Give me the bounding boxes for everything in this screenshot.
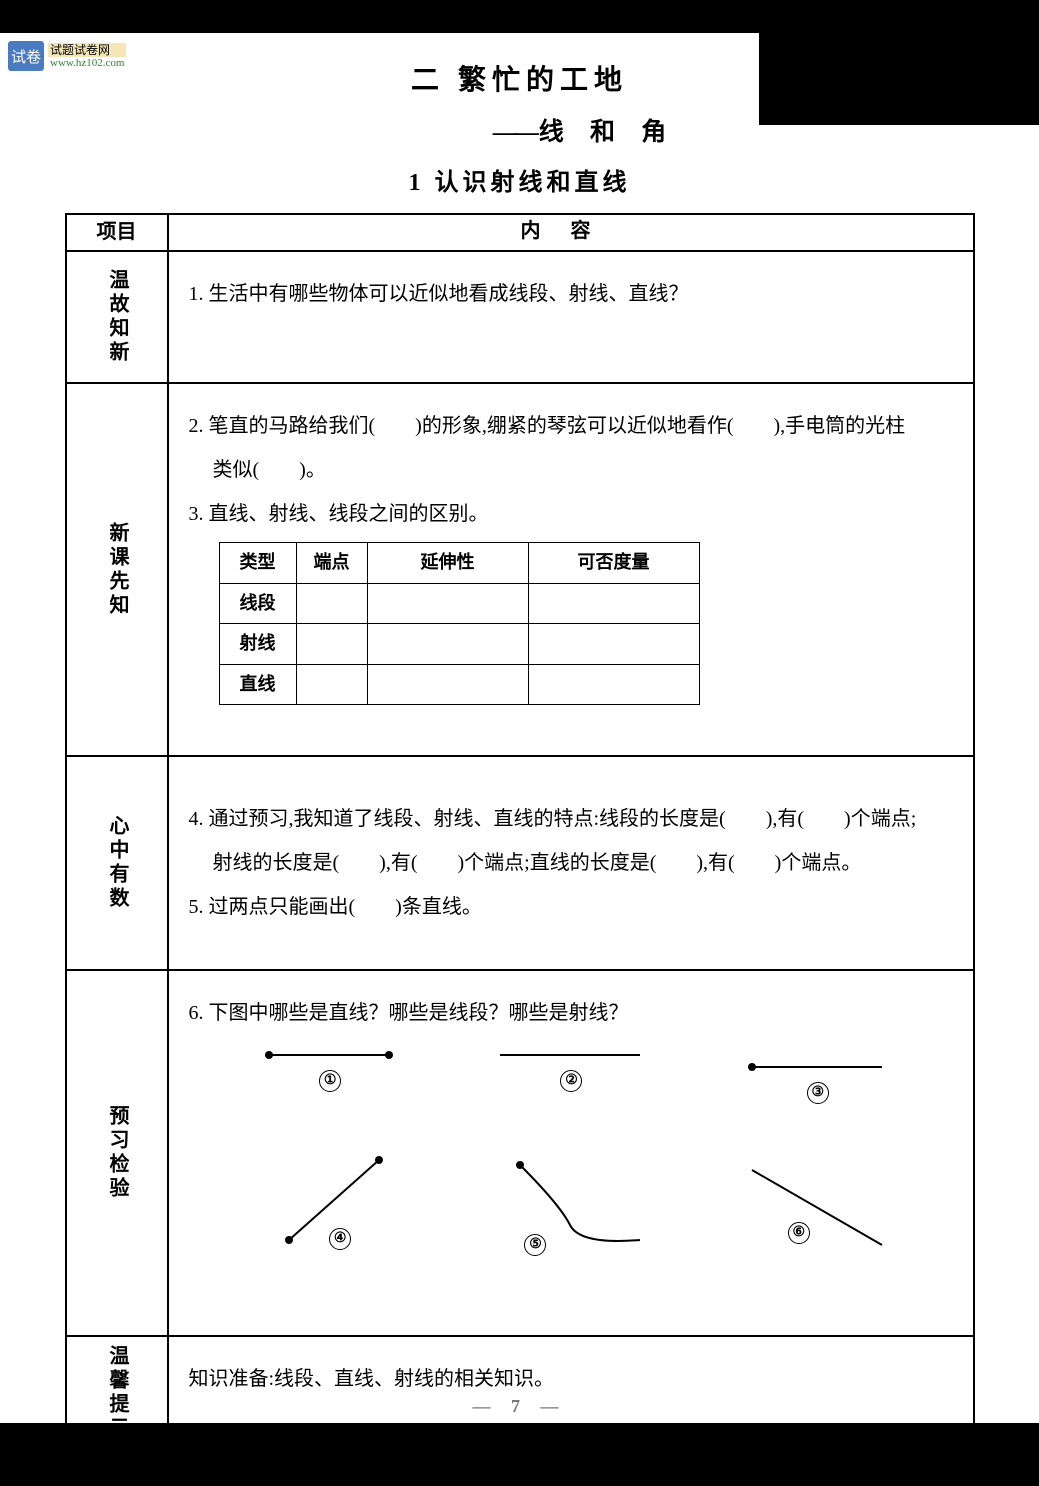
figure-1: ① — [229, 1045, 429, 1115]
header-col-content: 内容 — [168, 214, 974, 251]
inner-cell — [528, 624, 699, 665]
row-test: 预习检验 6. 下图中哪些是直线？哪些是线段？哪些是射线？ ① — [66, 970, 974, 1336]
q2-line1: 2. 笔直的马路给我们( )的形象,绷紧的琴弦可以近似地看作( ),手电筒的光柱 — [189, 404, 953, 448]
page-number: — 7 — — [0, 1396, 1039, 1417]
row-label-summary: 心中有数 — [66, 756, 168, 970]
inner-cell — [367, 624, 528, 665]
inner-cell — [528, 664, 699, 705]
inner-table: 类型 端点 延伸性 可否度量 线段 射线 — [219, 542, 700, 705]
row-content-tip: 知识准备:线段、直线、射线的相关知识。 — [168, 1336, 974, 1450]
figure-5-label: ⑤ — [524, 1223, 546, 1263]
row-label-tip: 温馨提示 — [66, 1336, 168, 1450]
main-table: 项目 内容 温故知新 1. 生活中有哪些物体可以近似地看成线段、射线、直线？ 新… — [65, 213, 975, 1451]
row-label-preview: 新课先知 — [66, 383, 168, 756]
q1-text: 1. 生活中有哪些物体可以近似地看成线段、射线、直线？ — [189, 283, 689, 305]
watermark-text: 试题试卷网 www.hz102.com — [48, 43, 126, 70]
figure-6: ⑥ — [712, 1145, 912, 1255]
figure-4-label: ④ — [329, 1217, 351, 1257]
figure-5-svg — [470, 1145, 670, 1255]
figures-row-1: ① ② ③ — [189, 1045, 953, 1115]
table-header-row: 项目 内容 — [66, 214, 974, 251]
section-title: 1 认识射线和直线 — [0, 162, 1039, 197]
inner-h-extend: 延伸性 — [367, 543, 528, 584]
row-content-preview: 2. 笔直的马路给我们( )的形象,绷紧的琴弦可以近似地看作( ),手电筒的光柱… — [168, 383, 974, 756]
figure-3: ③ — [712, 1045, 912, 1115]
figure-2: ② — [470, 1045, 670, 1115]
figure-2-label: ② — [560, 1059, 582, 1099]
header-col-project: 项目 — [66, 214, 168, 251]
inner-row-ray: 射线 — [219, 624, 296, 665]
figures-row-2: ④ ⑤ ⑥ — [189, 1145, 953, 1255]
figure-6-label: ⑥ — [788, 1211, 810, 1251]
watermark-site-url: www.hz102.com — [48, 57, 126, 70]
inner-h-type: 类型 — [219, 543, 296, 584]
q4-line1: 4. 通过预习,我知道了线段、射线、直线的特点:线段的长度是( ),有( )个端… — [189, 797, 953, 841]
q3-line: 3. 直线、射线、线段之间的区别。 — [189, 492, 953, 536]
inner-row-line: 直线 — [219, 664, 296, 705]
inner-h-endpoint: 端点 — [296, 543, 367, 584]
inner-cell — [367, 583, 528, 624]
inner-row-segment: 线段 — [219, 583, 296, 624]
row-content-review: 1. 生活中有哪些物体可以近似地看成线段、射线、直线？ — [168, 251, 974, 383]
corner-mask — [759, 33, 1039, 125]
figure-5: ⑤ — [470, 1145, 670, 1255]
row-label-test: 预习检验 — [66, 970, 168, 1336]
q4-line2: 射线的长度是( ),有( )个端点;直线的长度是( ),有( )个端点。 — [189, 841, 953, 885]
inner-h-measure: 可否度量 — [528, 543, 699, 584]
watermark-badge: 试卷 试题试卷网 www.hz102.com — [8, 41, 126, 71]
inner-cell — [296, 583, 367, 624]
row-tip: 温馨提示 知识准备:线段、直线、射线的相关知识。 — [66, 1336, 974, 1450]
figure-3-label: ③ — [807, 1071, 829, 1111]
figure-6-svg — [712, 1145, 912, 1255]
row-label-review: 温故知新 — [66, 251, 168, 383]
row-summary: 心中有数 4. 通过预习,我知道了线段、射线、直线的特点:线段的长度是( ),有… — [66, 756, 974, 970]
tip-text: 知识准备:线段、直线、射线的相关知识。 — [189, 1368, 555, 1390]
inner-cell — [528, 583, 699, 624]
watermark-site-name: 试题试卷网 — [48, 43, 126, 57]
row-review: 温故知新 1. 生活中有哪些物体可以近似地看成线段、射线、直线？ — [66, 251, 974, 383]
q2-line2: 类似( )。 — [189, 448, 953, 492]
q5-line: 5. 过两点只能画出( )条直线。 — [189, 885, 953, 929]
row-content-test: 6. 下图中哪些是直线？哪些是线段？哪些是射线？ ① — [168, 970, 974, 1336]
inner-cell — [367, 664, 528, 705]
watermark-icon: 试卷 — [8, 41, 44, 71]
page: 二 繁忙的工地 线 和 角 1 认识射线和直线 项目 内容 温故知新 1. 生活… — [0, 33, 1039, 1423]
figure-4: ④ — [229, 1145, 429, 1255]
q6-line: 6. 下图中哪些是直线？哪些是线段？哪些是射线？ — [189, 991, 953, 1035]
inner-cell — [296, 624, 367, 665]
inner-cell — [296, 664, 367, 705]
row-preview: 新课先知 2. 笔直的马路给我们( )的形象,绷紧的琴弦可以近似地看作( ),手… — [66, 383, 974, 756]
figure-1-label: ① — [319, 1059, 341, 1099]
row-content-summary: 4. 通过预习,我知道了线段、射线、直线的特点:线段的长度是( ),有( )个端… — [168, 756, 974, 970]
